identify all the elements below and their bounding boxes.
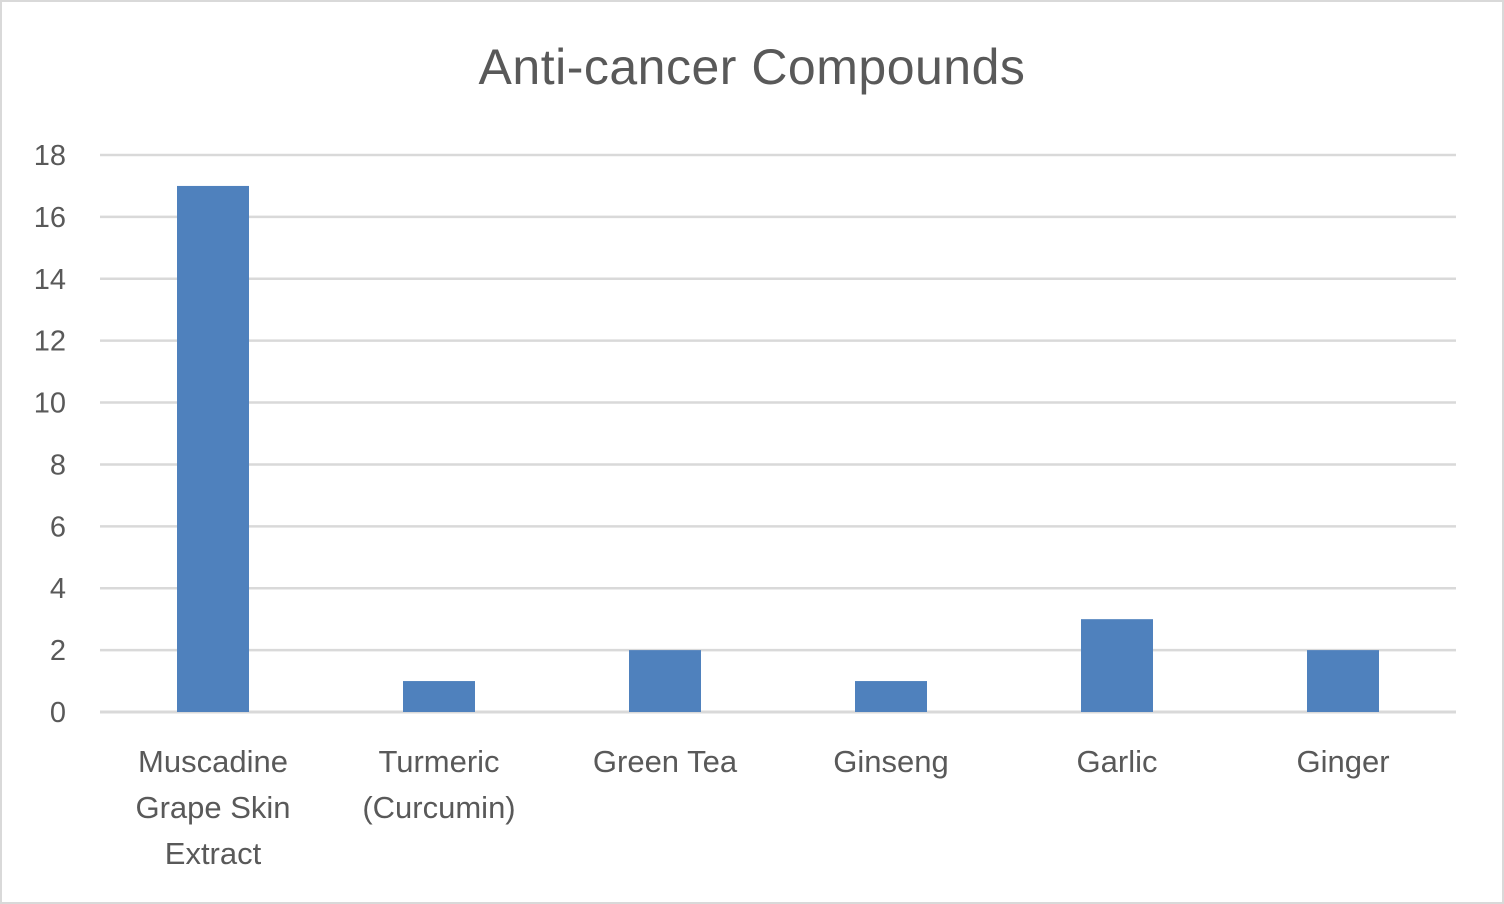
x-category-label: Extract (165, 836, 262, 871)
bars (177, 185, 1379, 712)
gridlines (100, 153, 1456, 714)
y-tick-label: 4 (50, 573, 66, 605)
x-category-label: Ginger (1296, 744, 1389, 779)
bar (1307, 650, 1379, 712)
x-category-label: Grape Skin (135, 790, 290, 825)
bar (629, 650, 701, 712)
bar (1081, 619, 1153, 712)
y-tick-label: 12 (34, 326, 66, 358)
x-axis-labels: Muscadine Grape Skin Extract Turmeric (Curcu… (135, 744, 1389, 871)
y-tick-label: 18 (34, 140, 66, 172)
x-category-label: (Curcumin) (362, 790, 515, 825)
y-axis-ticks: 0 2 4 6 8 10 12 14 16 18 (34, 140, 66, 729)
y-tick-label: 0 (50, 697, 66, 729)
x-category-label: Garlic (1077, 744, 1158, 779)
y-tick-label: 2 (50, 635, 66, 667)
x-category-label: Muscadine (138, 744, 288, 779)
chart-title: Anti-cancer Compounds (478, 39, 1026, 95)
y-tick-label: 14 (34, 264, 66, 296)
y-tick-label: 16 (34, 202, 66, 234)
bar (177, 185, 249, 712)
y-tick-label: 10 (34, 388, 66, 420)
x-category-label: Green Tea (593, 744, 738, 779)
y-tick-label: 8 (50, 449, 66, 481)
bar (403, 681, 475, 712)
bar (855, 681, 927, 712)
x-category-label: Turmeric (378, 744, 499, 779)
x-category-label: Ginseng (833, 744, 948, 779)
y-tick-label: 6 (50, 511, 66, 543)
